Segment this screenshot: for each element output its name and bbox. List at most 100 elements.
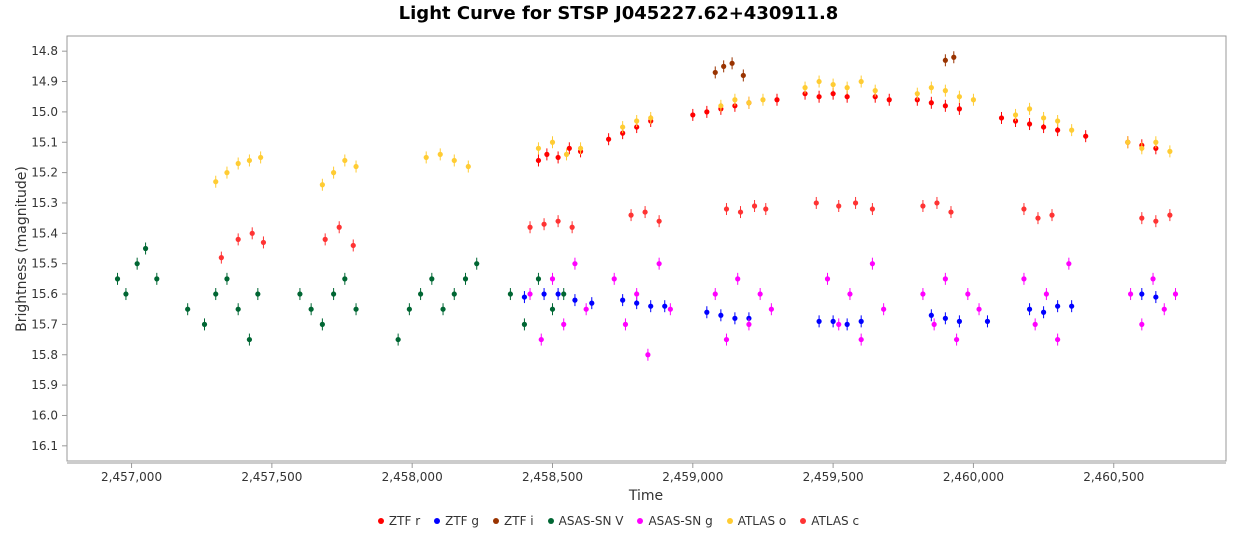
data-point	[965, 291, 971, 297]
data-point	[521, 294, 528, 300]
y-tick-label: 15.5	[31, 257, 58, 271]
x-tick-label: 2,460,500	[1083, 470, 1144, 484]
data-point	[1012, 118, 1019, 124]
data-point	[704, 309, 710, 315]
data-point	[474, 261, 480, 267]
data-point	[751, 203, 758, 209]
data-point	[1069, 127, 1075, 133]
data-point	[1055, 127, 1061, 133]
data-point	[154, 276, 160, 282]
data-point	[1139, 145, 1145, 151]
data-point	[622, 321, 629, 327]
data-point	[620, 124, 626, 130]
data-point	[297, 291, 303, 297]
data-point	[611, 276, 617, 282]
data-point	[746, 321, 752, 327]
data-point	[830, 91, 836, 97]
data-point	[844, 94, 850, 100]
data-point	[648, 303, 654, 309]
data-point	[1139, 215, 1145, 221]
data-point	[260, 239, 267, 246]
data-point	[572, 297, 578, 303]
data-point	[836, 203, 842, 209]
data-point	[1139, 291, 1145, 297]
chart-title: Light Curve for STSP J045227.62+430911.8	[398, 3, 839, 24]
light-curve-plot: 14.8 14.9 15.0 15.1 15.2 15.3 15.4 15.5 15.6 15.7…	[14, 35, 1227, 504]
data-point	[213, 291, 219, 297]
data-point	[423, 154, 429, 161]
data-point	[844, 321, 850, 327]
data-point	[1172, 291, 1179, 297]
data-point	[1021, 276, 1027, 282]
data-point	[1055, 336, 1061, 343]
data-point	[417, 291, 424, 297]
data-point	[572, 261, 578, 267]
data-point	[258, 154, 264, 161]
data-point	[763, 206, 769, 212]
data-point	[976, 306, 982, 312]
data-point	[858, 336, 864, 343]
data-point	[920, 291, 926, 297]
data-point	[634, 291, 640, 297]
data-point	[667, 306, 673, 312]
data-point	[746, 315, 752, 321]
y-axis-label: Brightness (magnitude)	[14, 166, 30, 332]
data-point	[549, 306, 556, 312]
data-point	[656, 261, 662, 267]
data-point	[836, 321, 842, 327]
data-point	[802, 91, 808, 97]
y-tick-label: 14.9	[31, 75, 58, 89]
data-point	[723, 336, 730, 343]
data-point	[1153, 145, 1159, 151]
data-point	[813, 200, 819, 206]
data-point	[1026, 106, 1033, 112]
data-point	[1167, 212, 1173, 218]
data-point	[953, 336, 960, 343]
data-point	[589, 300, 595, 306]
data-point	[723, 206, 730, 212]
data-point	[561, 321, 567, 327]
data-point	[555, 291, 561, 297]
data-point	[998, 115, 1005, 121]
legend-label: ASAS-SN V	[558, 514, 624, 528]
data-point	[934, 200, 940, 206]
data-point	[1040, 309, 1047, 315]
data-point	[541, 221, 547, 227]
data-point	[451, 157, 457, 164]
data-point	[319, 182, 325, 188]
data-point	[353, 306, 359, 312]
data-point	[656, 218, 662, 224]
data-point	[527, 291, 533, 297]
x-tick-label: 2,457,500	[241, 470, 302, 484]
data-point	[774, 97, 780, 103]
data-point	[255, 291, 261, 297]
data-point	[1040, 115, 1047, 121]
data-point	[704, 109, 710, 115]
data-point	[1153, 139, 1159, 145]
data-point	[142, 245, 149, 252]
data-point	[948, 209, 954, 215]
data-point	[535, 145, 542, 151]
legend-label: ZTF r	[388, 514, 421, 528]
data-point	[951, 54, 957, 60]
data-point	[561, 291, 567, 297]
data-point	[928, 312, 934, 318]
y-tick-label: 15.0	[31, 105, 58, 119]
legend-item: ASAS-SN g	[637, 514, 713, 528]
y-tick-label: 14.8	[31, 44, 58, 58]
data-point	[535, 157, 542, 164]
data-point	[928, 85, 934, 91]
y-tick-label: 15.3	[31, 196, 58, 210]
data-point	[1055, 303, 1061, 309]
data-point	[847, 291, 853, 297]
data-point	[322, 236, 328, 242]
data-point	[956, 94, 963, 100]
data-point	[451, 291, 457, 297]
data-point	[914, 91, 920, 97]
legend-item: ZTF i	[493, 514, 534, 528]
legend-label: ATLAS o	[737, 514, 787, 528]
data-point	[437, 151, 443, 157]
data-point	[308, 306, 314, 312]
legend-label: ATLAS c	[811, 514, 860, 528]
data-point	[816, 78, 822, 85]
